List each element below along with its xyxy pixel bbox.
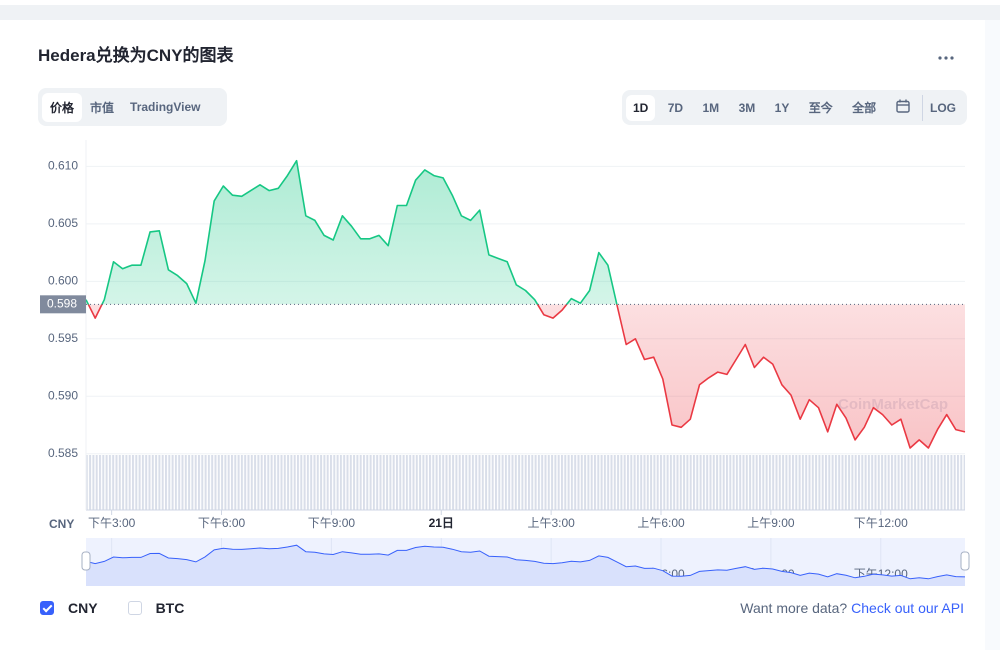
side-band [985,20,1000,650]
x-tick-label: 21日 [429,516,454,530]
legend-item[interactable]: CNY [40,600,98,616]
navigator-line [85,544,966,580]
navigator-handle [81,551,91,571]
x-tick-label: 下午9:00 [308,516,356,530]
x-tick-label: 下午3:00 [88,516,136,530]
y-axis-label: CNY [49,517,74,531]
top-band [0,5,1000,20]
area-up [86,160,617,305]
calendar-button[interactable] [889,93,917,122]
range-bar: 1D 7D 1M 3M 1Y 至今 全部 LOG [622,90,967,125]
x-tick-label: 上午9:00 [747,516,795,530]
x-tick-label: 下午12:00 [854,516,908,530]
range-button[interactable]: 3M [738,100,756,115]
x-tick-label: 下午6:00 [198,516,246,530]
x-tick-label: 上午3:00 [527,516,575,530]
log-button[interactable]: LOG [922,94,963,121]
range-button[interactable]: 7D [667,100,684,115]
y-tick-label: 0.595 [48,331,78,345]
reference-label: 0.598 [47,296,77,310]
volume-bars [86,455,965,510]
y-tick-label: 0.590 [48,388,78,402]
checkbox[interactable] [127,601,142,615]
y-tick-label: 0.610 [48,159,78,173]
y-tick-label: 0.585 [48,446,78,460]
tab[interactable]: 市值 [90,100,115,115]
calendar-icon [895,99,910,113]
legend-label: CNY [68,600,98,616]
range-button[interactable]: 1M [702,100,720,115]
legend-label: BTC [155,600,185,616]
navigator-handle [960,551,970,571]
range-button[interactable]: 全部 [852,101,877,115]
y-tick-label: 0.600 [48,274,78,288]
reference-badge [40,295,86,314]
footer: Want more data? Check out our API [740,600,964,616]
legend-item[interactable]: BTC [127,600,185,616]
range-button[interactable]: 至今 [808,101,833,115]
legend: CNY BTC [40,600,214,616]
api-link[interactable]: Check out our API [851,600,964,616]
area-down [86,304,965,448]
y-tick-label: 0.605 [48,216,78,230]
chart-title: Hedera兑换为CNY的图表 [38,46,234,65]
tab-bar: 价格 市值 TradingView [38,88,227,126]
footer-text: Want more data? [740,600,848,616]
navigator-area [86,545,965,586]
tab[interactable]: TradingView [130,100,201,114]
x-tick-label: 上午6:00 [637,516,685,530]
range-button[interactable]: 1D [626,94,656,121]
checkbox[interactable] [40,601,54,615]
range-button[interactable]: 1Y [774,100,790,115]
price-line [85,159,966,449]
menu-dots[interactable] [938,56,954,60]
tab[interactable]: 价格 [42,92,83,122]
